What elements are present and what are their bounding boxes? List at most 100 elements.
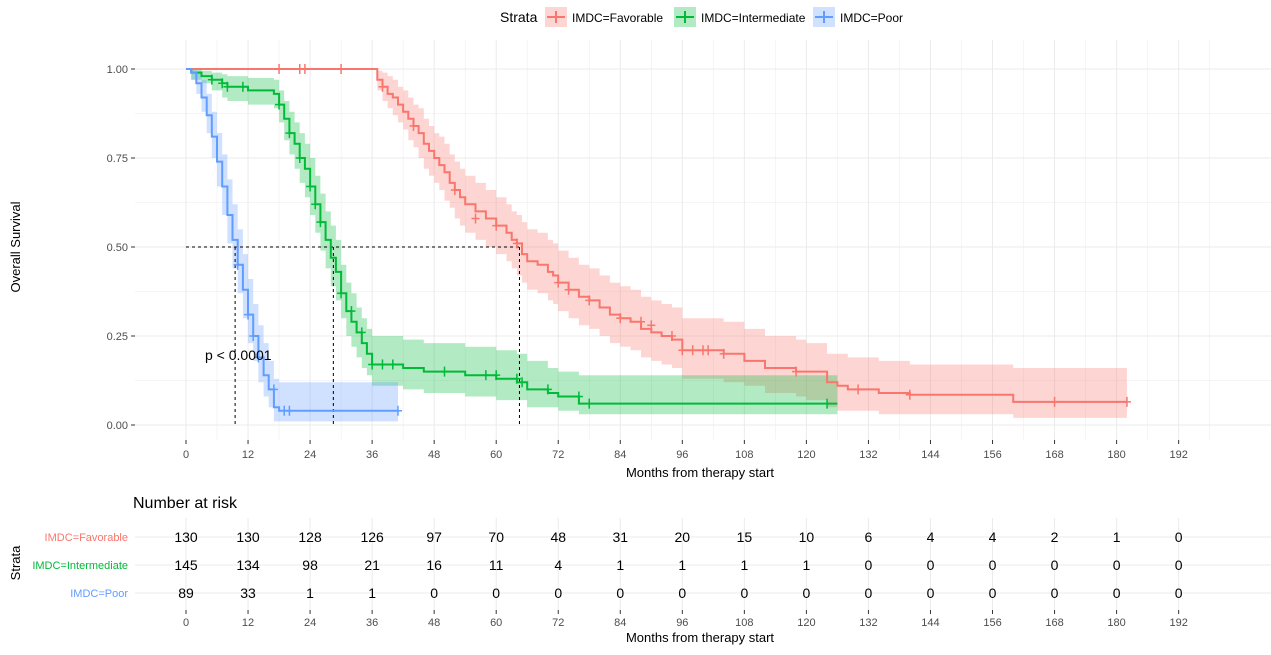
censor-mark-intermediate — [823, 398, 832, 409]
x-axis-label: Months from therapy start — [626, 465, 774, 480]
risk-cell-intermediate: 1 — [616, 557, 624, 573]
censor-mark-intermediate — [295, 153, 304, 163]
risk-table-x-ticks: 0 12 24 36 48 60 72 84 96 108 120 132 144 156 168 180 19… — [183, 610, 1188, 629]
risk-cell-intermediate: 21 — [364, 557, 380, 573]
censor-mark-favorable — [585, 295, 594, 306]
risk-cell-poor: 0 — [430, 585, 438, 601]
censor-mark-poor — [244, 309, 253, 320]
risk-x-tick-label: 180 — [1107, 617, 1125, 629]
risk-row-label-favorable: IMDC=Favorable — [45, 532, 128, 544]
risk-x-tick-label: 108 — [735, 617, 753, 629]
legend-label-poor: IMDC=Poor — [840, 11, 903, 25]
censor-mark-intermediate — [518, 377, 527, 388]
survival-plot: 0.00 0.25 0.50 0.75 1.00 0 12 24 36 48 60 72 84 96 10… — [8, 40, 1271, 480]
risk-cell-poor: 0 — [1175, 585, 1183, 601]
censor-mark-poor — [393, 405, 402, 416]
risk-cell-poor: 0 — [740, 585, 748, 601]
censor-mark-poor — [233, 259, 242, 270]
risk-cell-favorable: 4 — [989, 529, 997, 545]
legend-key-favorable — [545, 7, 567, 27]
risk-cell-favorable: 130 — [174, 529, 198, 545]
censor-mark-intermediate — [512, 373, 521, 384]
risk-row-label-poor: IMDC=Poor — [70, 588, 128, 600]
risk-table-grid — [135, 518, 1271, 610]
x-tick-label: 132 — [859, 449, 877, 461]
censor-mark-poor — [249, 331, 258, 341]
risk-x-tick-label: 156 — [983, 617, 1001, 629]
ci-band-favorable — [186, 69, 1127, 418]
censor-marks — [207, 64, 1131, 416]
x-tick-label: 72 — [552, 449, 564, 461]
censor-mark-intermediate — [316, 217, 325, 228]
x-axis-ticks: 0 12 24 36 48 60 72 84 96 108 120 132 144 156 168 180 19… — [183, 440, 1188, 461]
censor-mark-favorable — [1050, 396, 1059, 407]
risk-cell-poor: 0 — [989, 585, 997, 601]
censor-mark-favorable — [792, 366, 801, 377]
censor-mark-favorable — [719, 348, 728, 359]
censor-mark-intermediate — [337, 288, 346, 299]
censor-mark-poor — [285, 405, 294, 416]
legend-key-intermediate — [674, 7, 696, 27]
censor-mark-intermediate — [378, 359, 387, 370]
censor-mark-intermediate — [306, 181, 315, 192]
censor-mark-favorable — [704, 345, 713, 356]
risk-cell-favorable: 4 — [927, 529, 935, 545]
censor-mark-intermediate — [368, 359, 377, 370]
risk-x-tick-label: 84 — [614, 617, 626, 629]
plot-grid — [135, 40, 1271, 440]
risk-cell-favorable: 20 — [675, 529, 691, 545]
risk-cell-favorable: 31 — [612, 529, 628, 545]
risk-cell-favorable: 48 — [550, 529, 566, 545]
risk-cell-intermediate: 1 — [678, 557, 686, 573]
censor-mark-intermediate — [388, 359, 397, 370]
legend-key-poor — [813, 7, 835, 27]
risk-cell-poor: 89 — [178, 585, 194, 601]
risk-cell-poor: 0 — [492, 585, 500, 601]
x-tick-label: 168 — [1045, 449, 1063, 461]
censor-mark-intermediate — [574, 391, 583, 402]
y-tick-label: 0.25 — [107, 331, 128, 343]
censor-mark-intermediate — [238, 81, 247, 92]
censor-mark-favorable — [616, 313, 625, 324]
risk-cell-poor: 33 — [240, 585, 256, 601]
x-tick-label: 120 — [797, 449, 815, 461]
x-tick-label: 180 — [1107, 449, 1125, 461]
risk-cell-intermediate: 1 — [740, 557, 748, 573]
censor-mark-favorable — [636, 316, 645, 327]
legend: Strata IMDC=Favorable IMDC=Intermediate … — [500, 7, 903, 27]
risk-cell-intermediate: 0 — [1051, 557, 1059, 573]
censor-mark-intermediate — [207, 74, 216, 85]
censor-mark-intermediate — [223, 81, 232, 92]
risk-x-tick-label: 144 — [921, 617, 939, 629]
censor-mark-intermediate — [275, 99, 284, 110]
censor-mark-intermediate — [285, 128, 294, 139]
x-tick-label: 96 — [676, 449, 688, 461]
risk-cell-favorable: 130 — [236, 529, 260, 545]
risk-cell-favorable: 2 — [1051, 529, 1059, 545]
median-lines — [186, 246, 520, 425]
risk-cell-favorable: 97 — [426, 529, 442, 545]
risk-cell-poor: 0 — [803, 585, 811, 601]
legend-label-intermediate: IMDC=Intermediate — [701, 11, 806, 25]
risk-cell-intermediate: 11 — [489, 557, 504, 573]
x-tick-label: 24 — [304, 449, 316, 461]
risk-x-tick-label: 36 — [366, 617, 378, 629]
legend-title: Strata — [500, 9, 538, 25]
censor-mark-favorable — [667, 331, 676, 341]
confidence-bands — [186, 69, 1127, 422]
risk-cell-poor: 0 — [1113, 585, 1121, 601]
y-tick-label: 0.75 — [107, 153, 128, 165]
risk-x-tick-label: 0 — [183, 617, 189, 629]
risk-cell-intermediate: 0 — [865, 557, 873, 573]
risk-cell-poor: 0 — [616, 585, 624, 601]
y-axis-ticks: 0.00 0.25 0.50 0.75 1.00 — [107, 64, 135, 432]
censor-mark-favorable — [300, 64, 309, 74]
risk-cell-favorable: 70 — [488, 529, 504, 545]
risk-cell-intermediate: 0 — [1175, 557, 1183, 573]
risk-x-tick-label: 60 — [490, 617, 502, 629]
risk-cell-favorable: 10 — [799, 529, 815, 545]
censor-mark-favorable — [1122, 396, 1131, 407]
